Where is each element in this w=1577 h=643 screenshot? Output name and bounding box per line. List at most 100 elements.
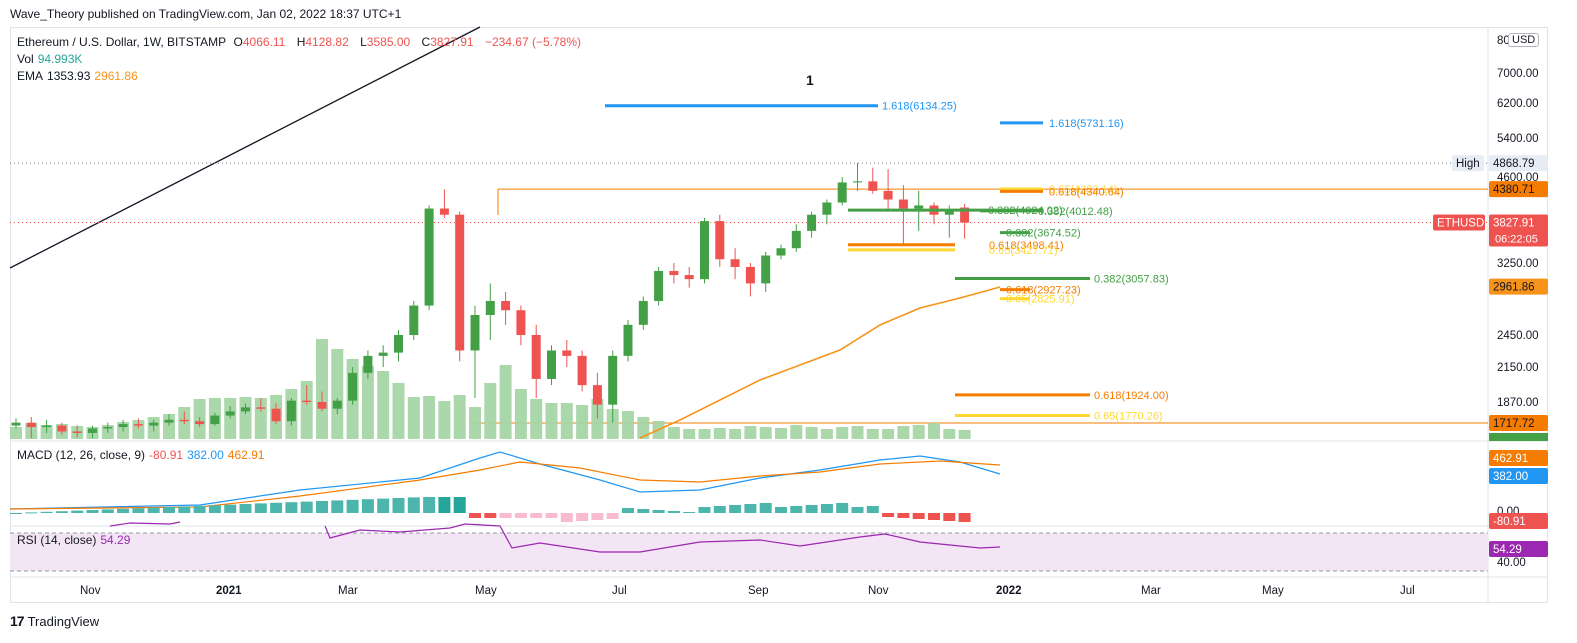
candle-body — [623, 324, 633, 356]
countdown-tag: 06:22:05 — [1495, 233, 1538, 245]
candle-body — [853, 181, 862, 183]
price-tick: 2150.00 — [1497, 362, 1539, 374]
macd-hist-bar — [606, 513, 619, 519]
rsi-value-tag: 54.29 — [1493, 544, 1522, 556]
time-tick: Mar — [338, 585, 358, 597]
macd-line-tag: 382.00 — [1493, 471, 1528, 483]
candle-body — [547, 350, 556, 379]
volume-bar — [530, 399, 543, 439]
macd-hist-bar — [530, 513, 543, 518]
macd-hist-bar — [285, 502, 298, 513]
macd-hist-bar — [147, 507, 160, 513]
time-tick: Jul — [612, 585, 627, 597]
macd-signal-tag: 462.91 — [1493, 453, 1528, 465]
candle-body — [516, 310, 526, 335]
candle-body — [700, 221, 709, 280]
time-tick: Jul — [1400, 585, 1415, 597]
rsi-line — [324, 523, 1001, 553]
macd-hist-bar — [744, 504, 757, 513]
price-tick: 6200.00 — [1497, 98, 1539, 110]
candle-body — [348, 372, 358, 401]
macd-hist-bar — [423, 497, 436, 513]
macd-hist-bar — [300, 501, 313, 513]
candle-body — [745, 266, 755, 284]
change-value: −234.67 (−5.78%) — [484, 35, 582, 49]
macd-hist-bar — [958, 513, 971, 522]
volume-bar — [316, 339, 328, 439]
chart-frame[interactable] — [10, 27, 1548, 603]
candle-body — [210, 415, 220, 425]
macd-hist-bar — [622, 508, 634, 513]
candle-body — [791, 230, 801, 249]
trend-line — [9, 26, 481, 269]
macd-hist-bar — [667, 511, 680, 513]
macd-hist-bar — [882, 513, 895, 517]
macd-hist-bar — [208, 505, 221, 513]
macd-hist-bar — [943, 513, 956, 521]
macd-hist-bar — [438, 497, 451, 513]
candle-body — [149, 422, 159, 426]
volume-bar — [958, 430, 971, 439]
candle-body — [822, 202, 832, 215]
candle-body — [133, 424, 143, 426]
price-tick: 7000.00 — [1497, 68, 1539, 80]
high-value-tag: 4868.79 — [1493, 158, 1535, 170]
candle-body — [562, 350, 572, 356]
volume-bar — [836, 427, 849, 439]
fib-level-label: 0.618(2927.23) — [1006, 285, 1081, 297]
macd-hist-bar — [683, 512, 696, 513]
currency-button[interactable]: USD — [1508, 33, 1540, 47]
volume-bar — [560, 403, 573, 439]
candle-body — [118, 424, 128, 428]
candle-body — [577, 355, 587, 386]
price-tick: 4600.00 — [1497, 172, 1539, 184]
candle-body — [470, 315, 480, 351]
macd-hist-bar — [484, 513, 497, 518]
rsi-legend: RSI (14, close) 54.29 — [17, 533, 131, 547]
low-value: 3585.00 — [366, 35, 411, 49]
macd-hist-bar — [239, 504, 252, 513]
macd-signal-tag-bg — [1489, 450, 1548, 466]
volume-bar — [453, 395, 466, 439]
last-price-tag: 3827.91 — [1493, 217, 1535, 229]
fib-level-label: 0.382(3674.52) — [1006, 228, 1081, 240]
candle-body — [225, 411, 235, 416]
volume-bar — [698, 429, 711, 439]
symbol-title[interactable]: Ethereum / U.S. Dollar, 1W, BITSTAMP — [17, 35, 227, 49]
candle-body — [195, 421, 205, 425]
candle-body — [164, 419, 174, 423]
volume-bar — [683, 429, 696, 439]
high-value: 4128.82 — [305, 35, 349, 49]
candle-body — [898, 199, 908, 209]
price-tick: 2450.00 — [1497, 330, 1539, 342]
rsi-level-tick: 40.00 — [1497, 557, 1526, 569]
candle-body — [424, 208, 434, 306]
candle-body — [26, 422, 36, 428]
macd-hist-bar — [193, 505, 206, 513]
ema-line — [639, 286, 1001, 439]
candle-body — [485, 300, 495, 316]
volume-bar — [361, 366, 374, 439]
macd-hist-bar — [897, 513, 910, 518]
candle-body — [256, 407, 266, 409]
candle-body — [837, 182, 847, 203]
volume-bar — [514, 389, 527, 439]
wave-label: 1 — [806, 72, 814, 88]
volume-bar — [224, 398, 237, 439]
fib-level-label: 0.65(4383.14) — [1049, 184, 1118, 196]
candle-body — [669, 270, 679, 276]
footer: 17 TradingView — [10, 613, 99, 629]
volume-bar — [713, 428, 726, 439]
volume-bar — [820, 429, 833, 439]
macd-signal-value: 462.91 — [227, 448, 265, 462]
candle-body — [179, 419, 189, 422]
macd-hist-bar — [407, 497, 420, 513]
macd-hist-bar — [117, 508, 130, 513]
candle-body — [271, 408, 281, 422]
volume-bar — [912, 425, 925, 439]
macd-hist-bar — [499, 513, 512, 518]
candle-body — [684, 275, 694, 280]
macd-hist-bar — [698, 507, 711, 513]
fib-level-label: 1.618(5731.16) — [1049, 118, 1124, 130]
